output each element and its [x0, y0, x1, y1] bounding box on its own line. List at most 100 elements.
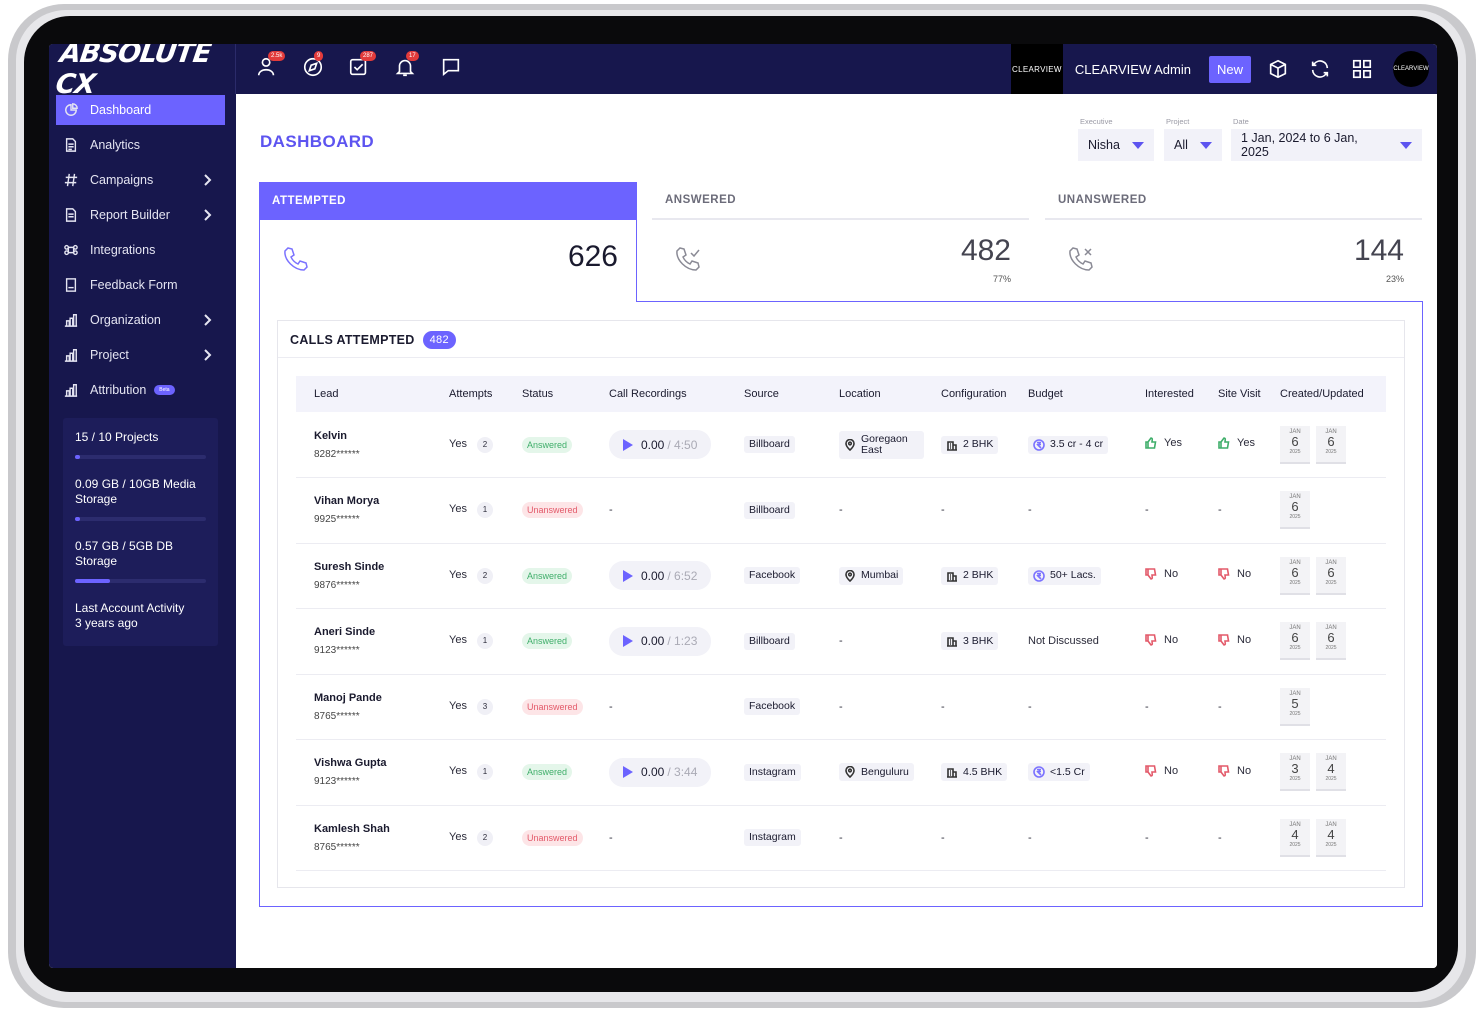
card-body: 482 77%: [652, 220, 1029, 302]
site-visit-empty: -: [1218, 700, 1222, 713]
col-source[interactable]: Source: [744, 388, 779, 400]
budget-chip: <1.5 Cr: [1028, 763, 1090, 782]
source-cell: Billboard: [744, 412, 839, 478]
card-answered[interactable]: ANSWERED 482 77%: [652, 182, 1029, 302]
sidebar-item-report-builder[interactable]: Report Builder: [56, 200, 225, 230]
date-select[interactable]: 1 Jan, 2024 to 6 Jan, 2025: [1231, 129, 1422, 161]
box-icon[interactable]: [1267, 58, 1289, 80]
table-row[interactable]: Vihan Morya 9925****** Yes 1 Unanswered -…: [296, 477, 1386, 544]
recording-empty: -: [609, 504, 613, 517]
phone-incoming-icon: [672, 244, 704, 276]
card-attempted[interactable]: ATTEMPTED 626: [259, 182, 637, 302]
date-box: JAN 6 2025: [1316, 622, 1346, 661]
status-cell: Answered: [522, 412, 609, 478]
compass-icon[interactable]: 9: [302, 51, 326, 80]
lead-name[interactable]: Suresh Sinde: [314, 560, 385, 573]
sidebar-item-integrations[interactable]: Integrations: [56, 235, 225, 265]
lead-cell[interactable]: Suresh Sinde 9876******: [296, 543, 449, 609]
col-location[interactable]: Location: [839, 388, 881, 400]
sidebar-item-campaigns[interactable]: Campaigns: [56, 165, 225, 195]
lead-cell[interactable]: Vishwa Gupta 9123******: [296, 739, 449, 806]
lead-name[interactable]: Vihan Morya: [314, 495, 380, 508]
table-row[interactable]: Suresh Sinde 9876****** Yes 2 Answered 0.…: [296, 543, 1386, 609]
card-body: 144 23%: [1045, 220, 1422, 302]
col-attempts[interactable]: Attempts: [449, 388, 493, 400]
table-row[interactable]: Manoj Pande 8765****** Yes 3 Unanswered -…: [296, 674, 1386, 740]
call-recording-player[interactable]: 0.00/ 4:50: [609, 430, 712, 459]
call-recording-player[interactable]: 0.00/ 3:44: [609, 757, 712, 787]
refresh-icon[interactable]: [1309, 58, 1331, 80]
col-budget[interactable]: Budget: [1028, 388, 1063, 400]
lead-cell[interactable]: Manoj Pande 8765******: [296, 674, 449, 740]
app-logo[interactable]: ABSOLUTE CX: [49, 44, 236, 100]
call-recording-player[interactable]: 0.00/ 1:23: [609, 626, 712, 656]
configuration-chip: 2 BHK: [941, 566, 999, 585]
configuration-chip: 2 BHK: [941, 435, 999, 454]
lead-cell[interactable]: Kelvin 8282******: [296, 412, 449, 478]
date-box: JAN 4 2025: [1316, 753, 1346, 792]
stats-cards: ATTEMPTED 626 ANSWERED 482 77%: [259, 182, 1423, 302]
lead-cell[interactable]: Aneri Sinde 9123******: [296, 608, 449, 675]
col-configuration[interactable]: Configuration: [941, 388, 1007, 400]
sidebar-item-dashboard[interactable]: Dashboard: [56, 95, 225, 125]
budget-chip: 3.5 cr - 4 cr: [1028, 435, 1109, 454]
thumbs-down-icon: [1218, 568, 1230, 581]
sidebar-item-attribution[interactable]: Attribution Beta: [56, 375, 225, 405]
admin-name[interactable]: CLEARVIEW Admin: [1074, 61, 1191, 77]
card-unanswered[interactable]: UNANSWERED 144 23%: [1045, 182, 1422, 302]
table-row[interactable]: Aneri Sinde 9123****** Yes 1 Answered 0.0…: [296, 608, 1386, 675]
call-recording-player[interactable]: 0.00/ 6:52: [609, 561, 712, 591]
lead-name[interactable]: Vishwa Gupta: [314, 757, 387, 770]
sidebar-item-analytics[interactable]: Analytics: [56, 130, 225, 160]
configuration-empty: -: [941, 504, 945, 517]
play-icon[interactable]: [623, 438, 633, 451]
chat-icon[interactable]: [440, 56, 464, 80]
lead-cell[interactable]: Kamlesh Shah 8765******: [296, 805, 449, 871]
executive-select[interactable]: Nisha: [1078, 129, 1154, 161]
table-row[interactable]: Vishwa Gupta 9123****** Yes 1 Answered 0.…: [296, 739, 1386, 806]
col-lead[interactable]: Lead: [314, 388, 339, 400]
new-button[interactable]: New: [1208, 55, 1251, 83]
rupee-coin-icon: [1033, 438, 1045, 451]
col-site-visit[interactable]: Site Visit: [1218, 388, 1261, 400]
attempt-count: 2: [476, 829, 493, 846]
lead-name[interactable]: Manoj Pande: [314, 691, 382, 704]
recording-duration: / 6:52: [667, 568, 698, 583]
table-row[interactable]: Kelvin 8282****** Yes 2 Answered 0.00/ 4:…: [296, 412, 1386, 478]
lead-phone: 9876******: [314, 579, 360, 591]
company-logo: CLEARVIEW: [1010, 44, 1063, 94]
play-icon[interactable]: [623, 569, 633, 582]
db-usage-bar: [75, 579, 206, 583]
lead-phone: 8765******: [314, 841, 360, 853]
bell-icon[interactable]: 17: [394, 51, 419, 80]
document-icon: [65, 138, 77, 152]
table-row[interactable]: Kamlesh Shah 8765****** Yes 2 Unanswered …: [296, 805, 1386, 871]
checkbox-icon[interactable]: 287: [348, 51, 377, 80]
dates-cell: JAN 6 2025 JAN 6 2025: [1280, 412, 1386, 478]
col-call-recordings[interactable]: Call Recordings: [609, 388, 687, 400]
sidebar-item-project[interactable]: Project: [56, 340, 225, 370]
status-cell: Answered: [522, 739, 609, 806]
sidebar-item-feedback-form[interactable]: Feedback Form: [56, 270, 225, 300]
lead-name[interactable]: Kamlesh Shah: [314, 822, 390, 835]
lead-name[interactable]: Kelvin: [314, 429, 348, 442]
col-created-updated[interactable]: Created/Updated: [1280, 388, 1364, 400]
grid-icon[interactable]: [1351, 58, 1373, 80]
avatar[interactable]: CLEARVIEW: [1393, 51, 1429, 87]
col-status[interactable]: Status: [522, 388, 554, 400]
source-chip: Billboard: [744, 632, 795, 650]
budget-cell: 50+ Lacs.: [1028, 543, 1145, 609]
table-body: Kelvin 8282****** Yes 2 Answered 0.00/ 4:…: [296, 412, 1386, 871]
play-icon[interactable]: [623, 766, 633, 779]
card-title: ANSWERED: [652, 182, 1029, 220]
attempts-cell: Yes 2: [449, 412, 522, 478]
play-icon[interactable]: [623, 635, 633, 648]
sidebar-item-organization[interactable]: Organization: [56, 305, 225, 335]
project-select[interactable]: All: [1164, 129, 1222, 161]
card-title: UNANSWERED: [1045, 182, 1422, 220]
configuration-empty: -: [941, 700, 945, 713]
user-icon[interactable]: 2.5k: [256, 51, 286, 80]
col-interested[interactable]: Interested: [1145, 388, 1194, 400]
lead-cell[interactable]: Vihan Morya 9925******: [296, 477, 449, 544]
lead-name[interactable]: Aneri Sinde: [314, 626, 376, 639]
